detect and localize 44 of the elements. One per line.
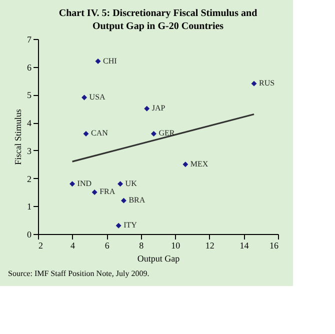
y-tick-label: 4 bbox=[27, 118, 32, 128]
point bbox=[92, 189, 98, 195]
annotation: GER bbox=[158, 128, 176, 138]
point bbox=[120, 198, 126, 204]
x-tick-label: 2 bbox=[38, 240, 43, 250]
x-tick-label: 14 bbox=[240, 240, 250, 250]
point bbox=[150, 130, 156, 136]
annotation: JAP bbox=[152, 104, 166, 113]
point bbox=[251, 80, 257, 86]
annotation: CAN bbox=[91, 128, 108, 138]
x-axis-title: Output Gap bbox=[137, 254, 180, 264]
point bbox=[182, 162, 188, 168]
x-tick-label: 4 bbox=[70, 240, 76, 250]
annotation: BRA bbox=[128, 196, 146, 205]
annotation: FRA bbox=[100, 187, 116, 196]
y-tick-label: 1 bbox=[27, 202, 32, 212]
annotation: USA bbox=[89, 92, 106, 102]
y-tick-label: 2 bbox=[27, 174, 32, 184]
source-note: Source: IMF Staff Position Note, July 2009. bbox=[8, 269, 150, 278]
point bbox=[95, 58, 101, 64]
point bbox=[83, 130, 89, 136]
x-tick-label: 10 bbox=[171, 240, 181, 250]
x-tick-label: 16 bbox=[270, 240, 279, 250]
y-axis-title: Fiscal Stimulus bbox=[13, 108, 23, 165]
x-tick-label: 6 bbox=[104, 240, 110, 250]
chart-title: Chart IV. 5: Discretionary Fiscal Stimulus and Output Gap in G-20 Countries bbox=[58, 8, 258, 32]
point bbox=[118, 181, 124, 187]
point bbox=[116, 222, 122, 228]
point bbox=[144, 106, 150, 112]
y-tick-label: 3 bbox=[27, 146, 32, 156]
y-tick-label: 0 bbox=[27, 230, 32, 240]
x-tick-label: 8 bbox=[139, 240, 144, 250]
annotation: UK bbox=[125, 178, 138, 188]
annotation: ITY bbox=[124, 220, 138, 230]
annotation: CHI bbox=[103, 56, 118, 66]
point bbox=[82, 94, 88, 100]
point bbox=[70, 181, 76, 187]
y-tick-label: 5 bbox=[27, 90, 32, 100]
annotation: MEX bbox=[190, 159, 208, 168]
x-tick-label: 12 bbox=[205, 240, 214, 250]
annotation: IND bbox=[77, 178, 92, 188]
annotation: RUS bbox=[259, 78, 275, 88]
y-tick-label: 6 bbox=[27, 62, 32, 72]
y-tick-label: 7 bbox=[27, 34, 32, 44]
